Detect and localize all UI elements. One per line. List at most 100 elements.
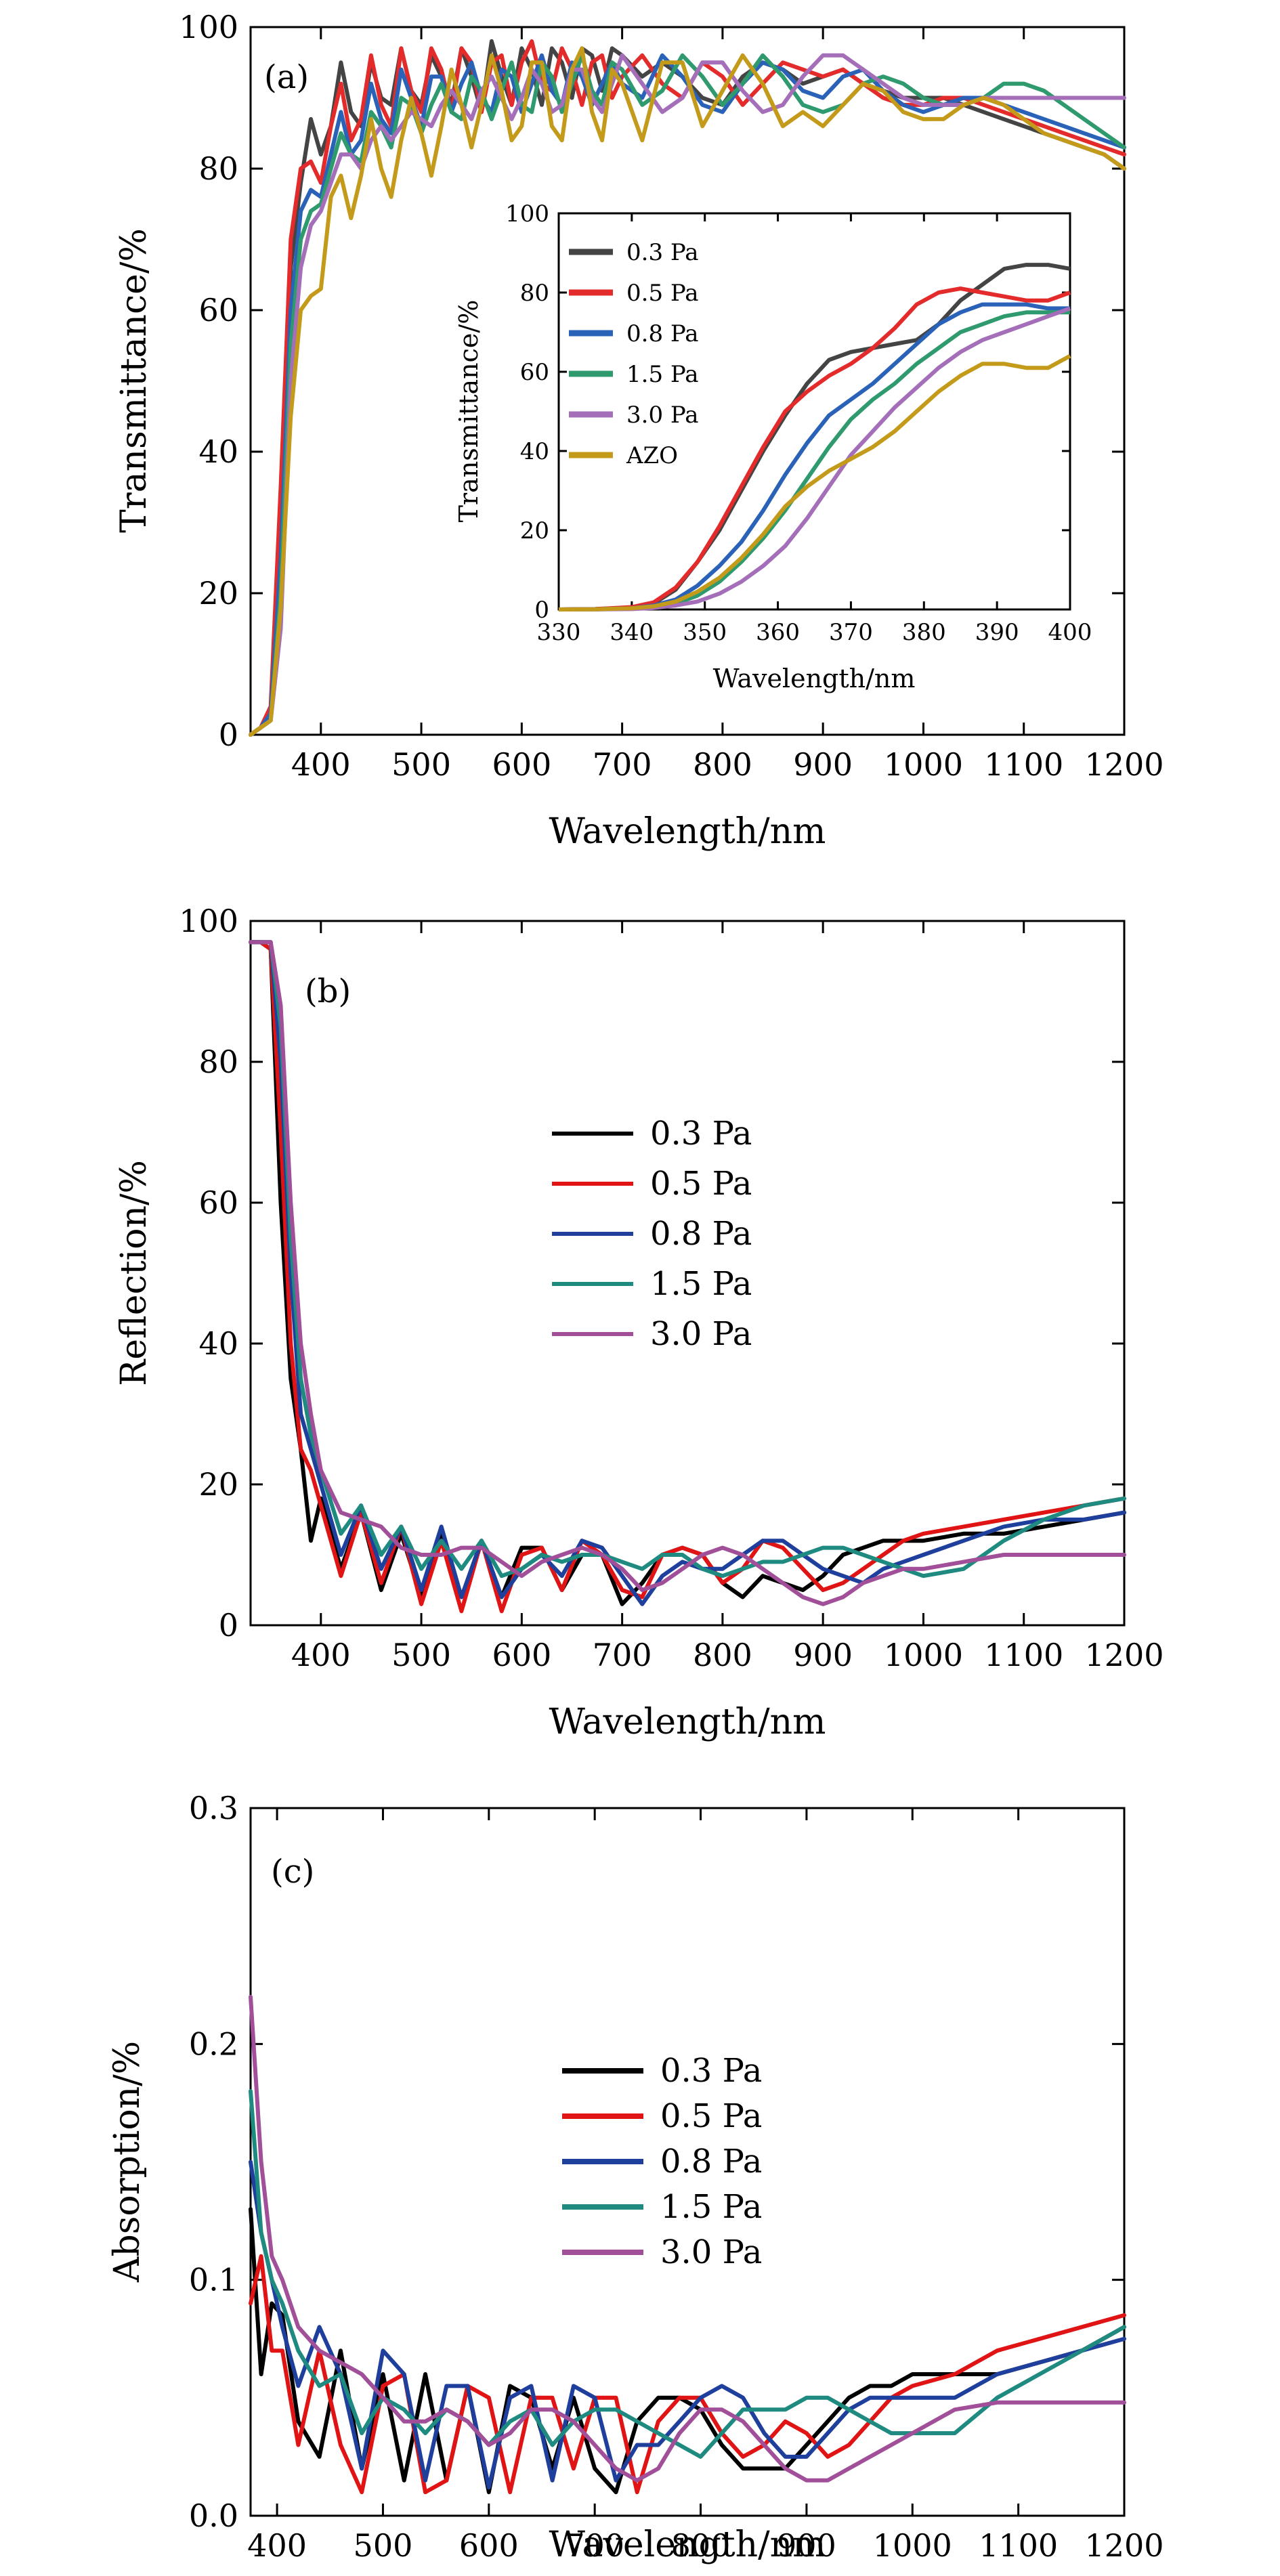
panel-c-series-3-0-pa xyxy=(249,1994,1126,2483)
panel-b-xtick-label: 1000 xyxy=(884,1637,963,1673)
panel-c-ticks: 400 500 600 700 800 900 1000 1100 1200 0.0 0.1 0.2 0… xyxy=(189,1790,1164,2564)
inset-ytick-label: 40 xyxy=(520,438,549,465)
panel-b-xlabel: Wavelength/nm xyxy=(549,1702,826,1742)
panel-a-xlabel: Wavelength/nm xyxy=(549,811,826,852)
panel-a-transmittance: (a) Wavelength/nm Transmittance/% 400 500… xyxy=(114,9,1164,852)
inset-ytick-label: 100 xyxy=(505,200,549,228)
panel-a-series-0-3-pa xyxy=(249,39,1126,737)
panel-c-ytick-label: 0.2 xyxy=(189,2025,238,2062)
panel-b-series xyxy=(249,940,1126,1614)
panel-c-ytick-label: 0.3 xyxy=(189,1790,238,1826)
panel-c-legend-label-3-0-pa: 3.0 Pa xyxy=(660,2233,762,2271)
panel-c-legend-label-1-5-pa: 1.5 Pa xyxy=(660,2188,762,2226)
panel-a-xtick-label: 700 xyxy=(593,746,652,783)
panel-c-xlabel: Wavelength/nm xyxy=(549,2525,826,2565)
panel-b-legend-label-0-8-pa: 0.8 Pa xyxy=(650,1215,752,1253)
panel-b-xtick-label: 800 xyxy=(693,1637,752,1673)
panel-a-xtick-label: 800 xyxy=(693,746,752,783)
panel-c-series-0-5-pa xyxy=(249,2254,1126,2495)
inset-ticks: 330 340 350 360 370 380 390 400 0 20 40 60 80 100 xyxy=(505,200,1092,646)
inset-xtick-label: 390 xyxy=(975,619,1019,646)
panel-c-xtick-label: 1100 xyxy=(979,2527,1058,2564)
panel-a-ytick-label: 40 xyxy=(198,433,238,470)
panel-b-xtick-label: 600 xyxy=(492,1637,551,1673)
panel-a-ytick-label: 100 xyxy=(179,9,238,45)
panel-b-ytick-label: 60 xyxy=(198,1184,238,1221)
inset-legend-label-1-5-pa: 1.5 Pa xyxy=(626,361,699,388)
panel-c-xtick-label: 700 xyxy=(565,2527,624,2564)
inset-series xyxy=(558,263,1071,611)
panel-c-legend: 0.3 Pa 0.5 Pa 0.8 Pa 1.5 Pa 3.0 Pa xyxy=(562,2052,762,2271)
panel-a-xtick-label: 1100 xyxy=(984,746,1063,783)
inset-ylabel: Transmittance/% xyxy=(454,300,484,523)
panel-a-xtick-label: 400 xyxy=(291,746,351,783)
inset-xtick-label: 380 xyxy=(902,619,946,646)
panel-b-legend-label-1-5-pa: 1.5 Pa xyxy=(650,1265,752,1303)
panel-b-xtick-label: 500 xyxy=(391,1637,451,1673)
panel-c-series-1-5-pa xyxy=(249,2089,1126,2459)
panel-a-ticks: 400 500 600 700 800 900 1000 1100 1200 0 20 40 60 80 1… xyxy=(179,9,1164,783)
panel-a-ytick-label: 0 xyxy=(219,716,238,753)
panel-a-xtick-label: 600 xyxy=(492,746,551,783)
inset-series-3-0-pa xyxy=(558,306,1071,611)
panel-c-xtick-label: 900 xyxy=(777,2527,836,2564)
inset-legend-label-3-0-pa: 3.0 Pa xyxy=(626,402,699,429)
inset-legend-label-azo: AZO xyxy=(626,442,678,469)
panel-a-xtick-label: 1200 xyxy=(1084,746,1164,783)
panel-b-xtick-label: 900 xyxy=(793,1637,853,1673)
panel-c-ytick-label: 0.1 xyxy=(189,2262,238,2298)
panel-b-xtick-label: 1200 xyxy=(1084,1637,1164,1673)
panel-b-xtick-label: 1100 xyxy=(984,1637,1063,1673)
inset-xtick-label: 370 xyxy=(829,619,873,646)
panel-c-xtick-label: 400 xyxy=(247,2527,307,2564)
panel-c-absorption: (c) Wavelength/nm Absorption/% 400 500 600… xyxy=(107,1790,1164,2565)
panel-a-series-3-0-pa xyxy=(249,53,1126,737)
panel-b-reflection: (b) Wavelength/nm Reflection/% 400 500 600… xyxy=(114,903,1164,1742)
panel-a-label: (a) xyxy=(264,58,309,96)
inset-xtick-label: 350 xyxy=(683,619,727,646)
panel-a-xtick-label: 500 xyxy=(391,746,451,783)
panel-b-legend-label-0-3-pa: 0.3 Pa xyxy=(650,1115,752,1153)
inset-xtick-label: 360 xyxy=(756,619,800,646)
panel-b-frame xyxy=(249,920,1126,1627)
inset-legend: 0.3 Pa 0.5 Pa 0.8 Pa 1.5 Pa 3.0 Pa AZO xyxy=(569,239,699,469)
panel-a-series-azo xyxy=(249,46,1126,737)
panel-b-ytick-label: 100 xyxy=(179,903,238,939)
panel-a-ytick-label: 20 xyxy=(198,575,238,611)
panel-b-ytick-label: 80 xyxy=(198,1044,238,1080)
panel-c-series xyxy=(249,1994,1126,2495)
panel-a-series-0-5-pa xyxy=(249,39,1126,737)
panel-c-ytick-label: 0.0 xyxy=(189,2497,238,2534)
panel-b-ytick-label: 40 xyxy=(198,1325,238,1362)
inset-ytick-label: 20 xyxy=(520,517,549,544)
panel-a-inset: Wavelength/nm Transmittance/% 330 340 350 3… xyxy=(454,200,1092,693)
panel-a-ytick-label: 60 xyxy=(198,292,238,328)
inset-frame xyxy=(557,212,1071,611)
inset-series-0-3-pa xyxy=(558,263,1071,611)
panel-b-legend: 0.3 Pa 0.5 Pa 0.8 Pa 1.5 Pa 3.0 Pa xyxy=(552,1115,752,1353)
panel-a-xtick-label: 1000 xyxy=(884,746,963,783)
inset-legend-label-0-8-pa: 0.8 Pa xyxy=(626,320,699,347)
panel-c-xtick-label: 800 xyxy=(671,2527,731,2564)
inset-xtick-label: 340 xyxy=(610,619,654,646)
inset-xtick-label: 330 xyxy=(537,619,581,646)
inset-ytick-label: 60 xyxy=(520,359,549,386)
panel-b-series-0-8-pa xyxy=(249,940,1126,1606)
inset-xlabel: Wavelength/nm xyxy=(713,664,916,693)
inset-series-azo xyxy=(558,353,1071,611)
panel-a-ytick-label: 80 xyxy=(198,150,238,187)
inset-series-0-5-pa xyxy=(558,286,1071,611)
inset-legend-label-0-5-pa: 0.5 Pa xyxy=(626,280,699,307)
panel-b-legend-label-0-5-pa: 0.5 Pa xyxy=(650,1165,752,1203)
panel-b-label: (b) xyxy=(305,972,351,1010)
inset-xtick-label: 400 xyxy=(1048,619,1092,646)
inset-ytick-label: 80 xyxy=(520,280,549,307)
panel-c-legend-label-0-3-pa: 0.3 Pa xyxy=(660,2052,762,2090)
panel-b-legend-label-3-0-pa: 3.0 Pa xyxy=(650,1315,752,1353)
panel-b-series-1-5-pa xyxy=(249,940,1126,1579)
panel-b-series-3-0-pa xyxy=(249,940,1126,1606)
panel-c-xtick-label: 1000 xyxy=(873,2527,952,2564)
panel-a-xtick-label: 900 xyxy=(793,746,853,783)
inset-legend-label-0-3-pa: 0.3 Pa xyxy=(626,239,699,266)
